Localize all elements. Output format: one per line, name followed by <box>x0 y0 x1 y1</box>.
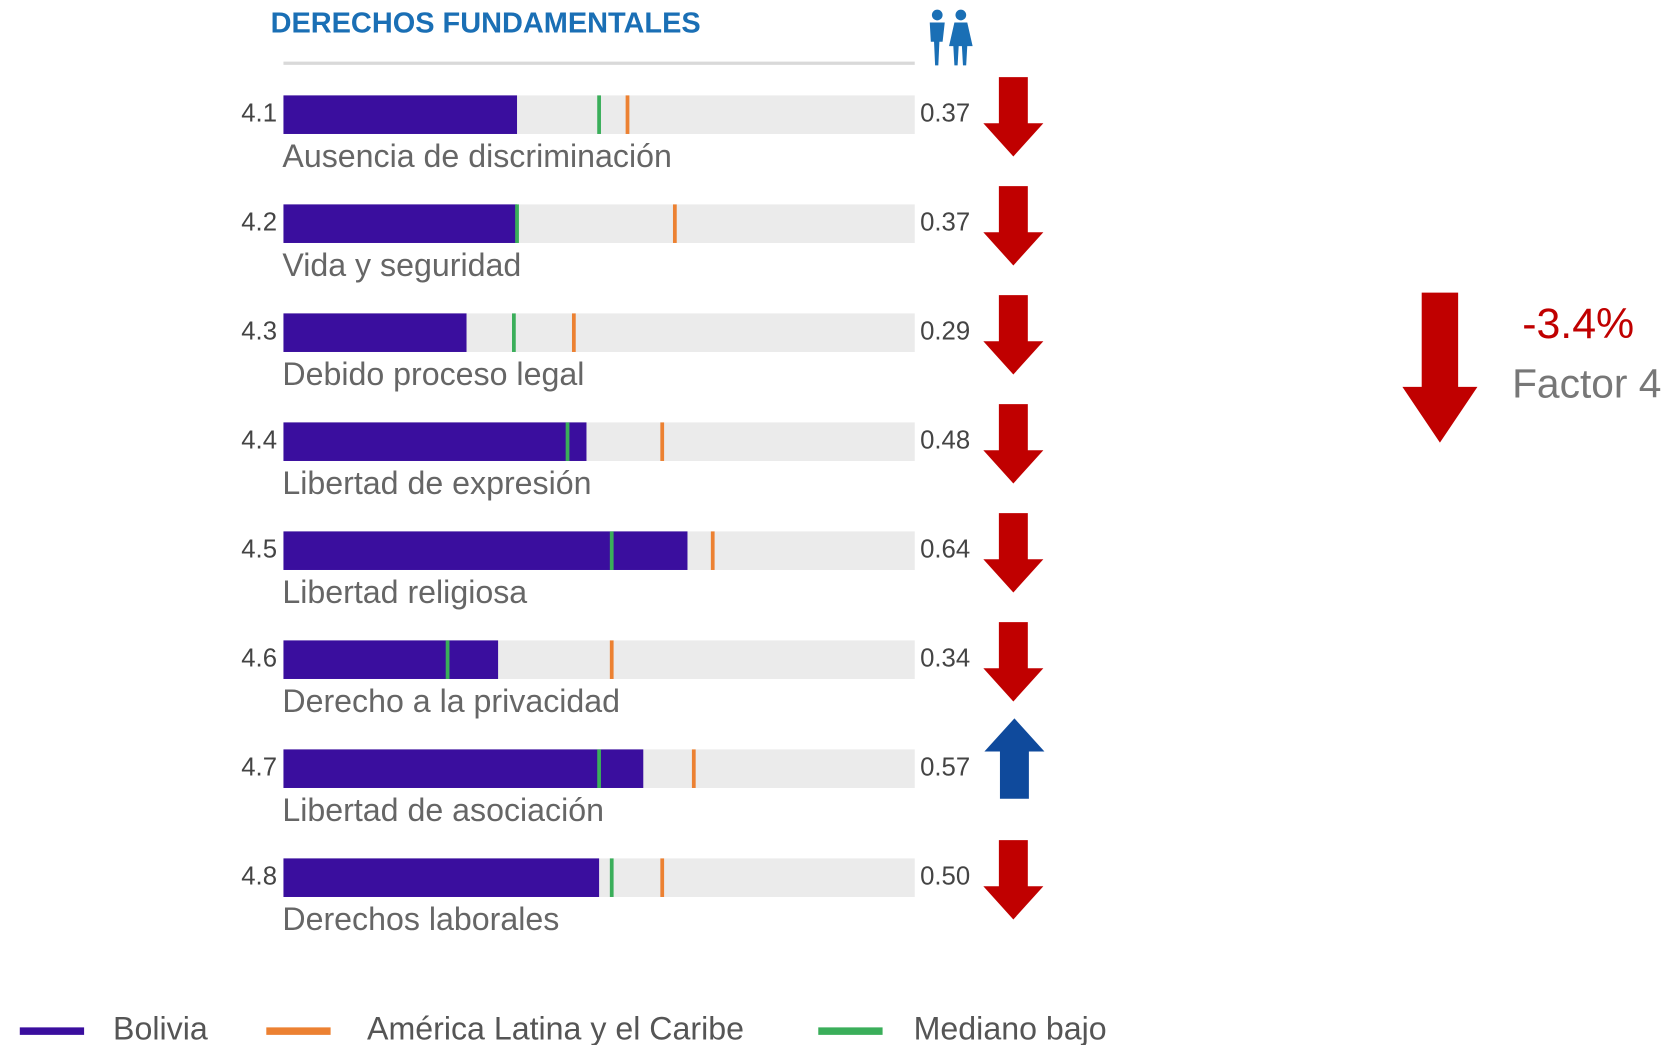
row-code: 4.7 <box>241 753 277 781</box>
category-label: Debido proceso legal <box>282 356 584 392</box>
row-code: 4.5 <box>241 535 277 563</box>
trend-arrow <box>983 513 1044 593</box>
value-label: 0.37 <box>920 208 970 236</box>
row-code: 4.4 <box>241 426 277 454</box>
value-label: 0.48 <box>920 426 970 454</box>
trend-arrow <box>983 295 1044 375</box>
row-code: 4.1 <box>241 99 277 127</box>
value-label: 0.34 <box>920 644 970 672</box>
bar <box>283 858 600 897</box>
category-label: Derechos laborales <box>282 901 559 937</box>
value-label: 0.29 <box>920 317 970 345</box>
bar <box>283 749 644 788</box>
value-label: 0.50 <box>920 862 970 890</box>
bar <box>283 531 688 570</box>
trend-arrow <box>983 77 1044 157</box>
row-code: 4.6 <box>241 644 277 672</box>
trend-arrow <box>983 404 1044 484</box>
category-label: Libertad de asociación <box>282 792 604 828</box>
value-label: 0.57 <box>920 753 970 781</box>
row-code: 4.3 <box>241 317 277 345</box>
category-label: Vida y seguridad <box>282 247 521 283</box>
bar <box>283 313 467 352</box>
summary-label: Factor 4 <box>1512 361 1661 407</box>
legend-label: América Latina y el Caribe <box>367 1011 744 1045</box>
bar <box>283 640 499 679</box>
trend-arrow <box>983 840 1044 920</box>
value-label: 0.37 <box>920 99 970 127</box>
legend-label: Bolivia <box>113 1011 208 1045</box>
bar <box>283 95 518 134</box>
bar <box>283 204 518 243</box>
people-icon <box>929 9 973 66</box>
legend-label: Mediano bajo <box>914 1011 1107 1045</box>
bar <box>283 422 587 461</box>
chart-title: DERECHOS FUNDAMENTALES <box>271 7 701 39</box>
row-code: 4.2 <box>241 208 277 236</box>
value-label: 0.64 <box>920 535 970 563</box>
trend-arrow <box>984 718 1045 799</box>
category-label: Libertad religiosa <box>282 574 527 610</box>
trend-arrow <box>983 186 1044 266</box>
row-code: 4.8 <box>241 862 277 890</box>
summary-change: -3.4% <box>1522 300 1634 348</box>
summary-arrow <box>1402 292 1478 443</box>
category-label: Derecho a la privacidad <box>282 683 620 719</box>
trend-arrow <box>983 622 1044 702</box>
category-label: Libertad de expresión <box>282 465 591 501</box>
category-label: Ausencia de discriminación <box>282 138 671 174</box>
